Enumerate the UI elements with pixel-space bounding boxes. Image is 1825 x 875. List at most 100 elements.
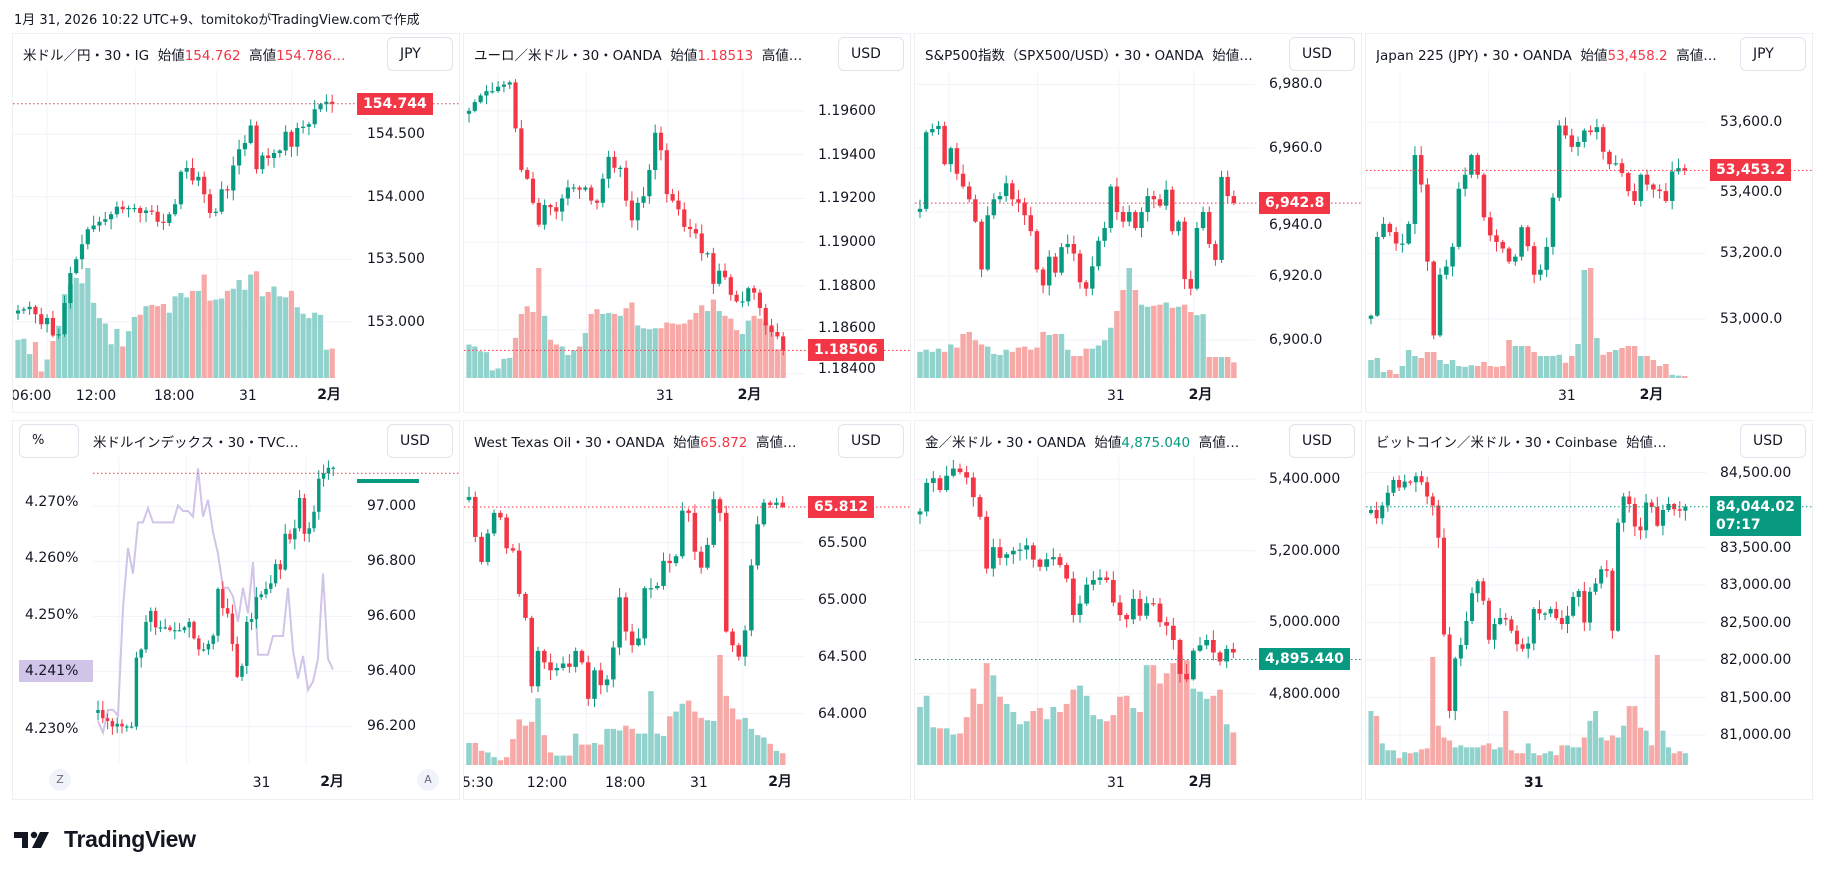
candle bbox=[213, 208, 218, 217]
candle-body bbox=[206, 643, 211, 650]
chart-canvas[interactable] bbox=[915, 34, 1362, 413]
chart-panel-wti[interactable]: West Texas Oil・30・OANDA 始値65.872 高値… USD 6… bbox=[463, 420, 911, 800]
candle-body bbox=[490, 91, 495, 93]
candle bbox=[1176, 219, 1181, 236]
candle bbox=[1145, 188, 1150, 222]
candle bbox=[1194, 221, 1200, 291]
currency-button[interactable]: USD bbox=[838, 424, 904, 458]
candle bbox=[115, 717, 119, 733]
volume-bar bbox=[554, 755, 560, 765]
price-axis-label: 1.18600 bbox=[818, 320, 876, 337]
candle bbox=[1413, 472, 1418, 493]
candle-body bbox=[1525, 227, 1531, 247]
volume-bar bbox=[1424, 352, 1431, 378]
volume-bar bbox=[1677, 751, 1683, 765]
candle-body bbox=[1374, 510, 1379, 519]
volume-bar bbox=[685, 700, 692, 765]
zoom-reset-button[interactable]: Z bbox=[49, 769, 71, 791]
chart-legend[interactable]: West Texas Oil・30・OANDA 始値65.872 高値… bbox=[474, 431, 796, 451]
currency-button[interactable]: USD bbox=[838, 37, 904, 71]
volume-bar bbox=[641, 733, 648, 765]
chart-canvas[interactable] bbox=[464, 421, 911, 800]
chart-canvas[interactable] bbox=[1366, 421, 1813, 800]
candle bbox=[1649, 499, 1654, 513]
price-axis-label: 83,000.00 bbox=[1720, 577, 1792, 593]
chart-legend[interactable]: ビットコイン／米ドル・30・Coinbase 始値… bbox=[1376, 431, 1666, 451]
chart-canvas[interactable] bbox=[13, 421, 460, 800]
currency-button[interactable]: USD bbox=[387, 424, 453, 458]
volume-bar bbox=[1593, 710, 1599, 765]
candle-body bbox=[997, 547, 1003, 558]
chart-legend[interactable]: Japan 225 (JPY)・30・OANDA 始値53,458.2 高値… bbox=[1376, 44, 1717, 64]
volume-bar bbox=[522, 725, 529, 765]
chart-panel-btcusd[interactable]: ビットコイン／米ドル・30・Coinbase 始値… USD 84,500.00 83… bbox=[1365, 420, 1813, 800]
candle bbox=[293, 519, 297, 550]
currency-button[interactable]: USD bbox=[1740, 424, 1806, 458]
candle-body bbox=[184, 168, 189, 172]
volume-bar bbox=[472, 346, 478, 378]
candle-body bbox=[1368, 315, 1374, 319]
chart-panel-dxy[interactable]: 米ドルインデックス・30・TVC… USD% 97.000 96.800 96.600 9… bbox=[12, 420, 460, 800]
candle bbox=[491, 509, 497, 537]
volume-bar bbox=[1525, 743, 1531, 765]
tradingview-logo[interactable]: TradingView bbox=[14, 826, 196, 853]
candle bbox=[559, 194, 565, 222]
candle-body bbox=[542, 650, 547, 663]
chart-panel-usdjpy[interactable]: 米ドル／円・30・IG 始値154.762 高値154.786… JPY 154.5… bbox=[12, 33, 460, 413]
chart-canvas[interactable] bbox=[464, 34, 911, 413]
chart-panel-spx500[interactable]: S&P500指数（SPX500/USD）・30・OANDA 始値… USD 6,98… bbox=[914, 33, 1362, 413]
volume-bar bbox=[1089, 348, 1096, 378]
volume-bar bbox=[1077, 685, 1083, 765]
volume-bar bbox=[1681, 376, 1688, 378]
candle bbox=[1182, 217, 1187, 290]
candle-body bbox=[757, 292, 763, 308]
candle-body bbox=[283, 533, 287, 570]
chart-canvas[interactable] bbox=[1366, 34, 1813, 413]
chart-panel-xauusd[interactable]: 金／米ドル・30・OANDA 始値4,875.040 高値… USD 5,400.0… bbox=[914, 420, 1362, 800]
candle bbox=[485, 528, 491, 566]
candle-body bbox=[717, 270, 722, 284]
candle-body bbox=[1475, 155, 1480, 175]
candle-body bbox=[1425, 184, 1430, 262]
candle-body bbox=[594, 200, 600, 203]
chart-legend[interactable]: ユーロ／米ドル・30・OANDA 始値1.18513 高値… bbox=[474, 44, 802, 64]
candle bbox=[466, 486, 472, 503]
candle bbox=[114, 201, 120, 218]
chart-panel-eurusd[interactable]: ユーロ／米ドル・30・OANDA 始値1.18513 高値… USD 1.19600… bbox=[463, 33, 911, 413]
price-axis-label: 96.600 bbox=[367, 608, 416, 625]
volume-bar bbox=[687, 319, 693, 378]
time-axis-label: 31 bbox=[656, 388, 674, 404]
volume-bar bbox=[1040, 331, 1046, 378]
price-axis-label: 97.000 bbox=[367, 498, 416, 515]
candle bbox=[1120, 206, 1126, 228]
volume-bar bbox=[1587, 268, 1594, 378]
candle-body bbox=[161, 221, 166, 223]
candle-body bbox=[177, 630, 182, 632]
candle-body bbox=[642, 588, 647, 639]
chart-legend[interactable]: 米ドル／円・30・IG 始値154.762 高値154.786… bbox=[23, 44, 345, 64]
currency-button[interactable]: USD bbox=[1289, 424, 1355, 458]
candle-body bbox=[1104, 577, 1110, 580]
candle bbox=[1130, 589, 1136, 625]
chart-canvas[interactable] bbox=[915, 421, 1362, 800]
auto-scale-button[interactable]: A bbox=[417, 769, 439, 791]
chart-panel-jp225[interactable]: Japan 225 (JPY)・30・OANDA 始値53,458.2 高値… J… bbox=[1365, 33, 1813, 413]
currency-button[interactable]: USD bbox=[1289, 37, 1355, 71]
currency-button[interactable]: JPY bbox=[1740, 37, 1806, 71]
candle-body bbox=[589, 187, 594, 201]
chart-canvas[interactable] bbox=[13, 34, 460, 413]
chart-legend[interactable]: 米ドルインデックス・30・TVC… bbox=[93, 431, 299, 451]
candle-body bbox=[307, 528, 311, 534]
candle bbox=[1613, 155, 1618, 167]
candle-body bbox=[254, 125, 259, 170]
candle bbox=[273, 559, 278, 587]
candle-body bbox=[1393, 232, 1399, 244]
candle-body bbox=[1024, 545, 1030, 550]
chart-legend[interactable]: S&P500指数（SPX500/USD）・30・OANDA 始値… bbox=[925, 44, 1253, 64]
volume-bar bbox=[717, 655, 723, 765]
time-axis-label: 2月 bbox=[1188, 387, 1213, 403]
candle-body bbox=[1077, 603, 1083, 615]
percent-scale-button[interactable]: % bbox=[19, 424, 79, 458]
currency-button[interactable]: JPY bbox=[387, 37, 453, 71]
chart-legend[interactable]: 金／米ドル・30・OANDA 始値4,875.040 高値… bbox=[925, 431, 1239, 451]
